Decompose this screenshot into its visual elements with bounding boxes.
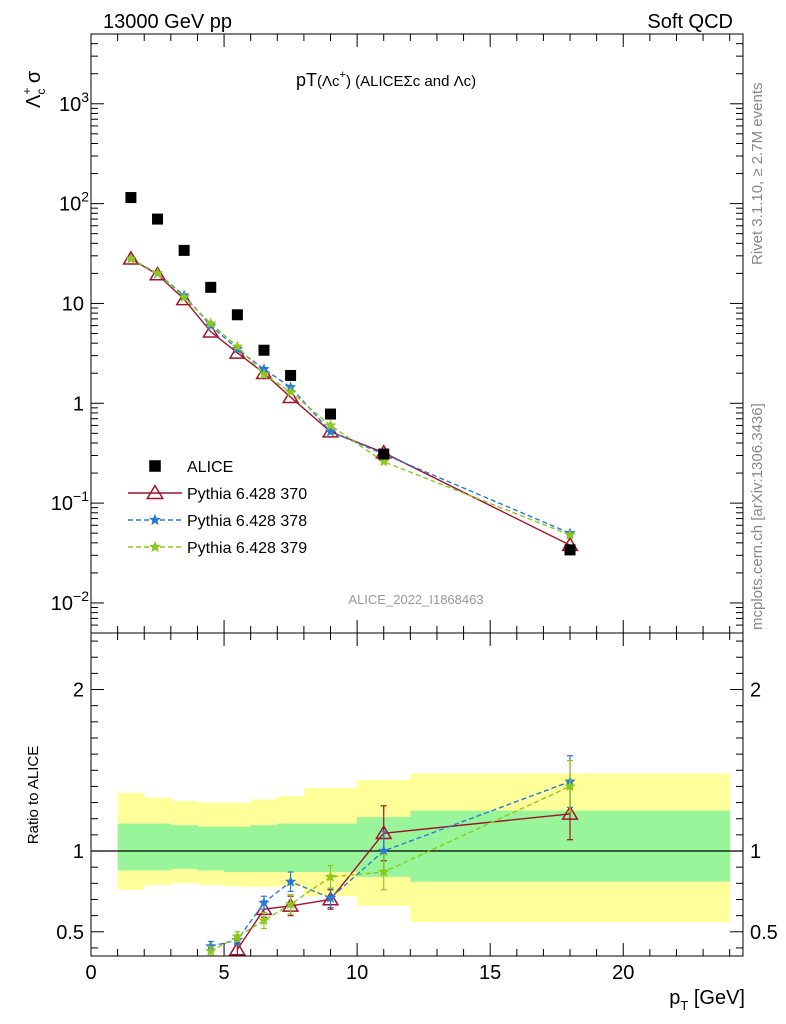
main-point	[231, 340, 244, 352]
main-y-axis-label: Λ+c σ	[20, 70, 48, 108]
main-y-tick-label: 10−2	[51, 588, 89, 615]
x-tick-label: 10	[346, 962, 368, 984]
ratio-point	[561, 805, 579, 820]
main-point	[325, 408, 337, 420]
ratio-point	[284, 898, 297, 910]
main-y-tick-label: 10	[62, 293, 84, 315]
ratio-point	[228, 941, 247, 956]
main-point	[564, 528, 576, 540]
ratio-band-inner	[277, 823, 305, 873]
side-label-bottom: mcplots.cern.ch [arXiv:1306.3436]	[749, 403, 766, 630]
ratio-point	[324, 891, 337, 903]
main-y-tick-label: 10−1	[51, 488, 89, 515]
ratio-frame	[90, 632, 744, 957]
ratio-band-inner	[117, 823, 145, 871]
ratio-point	[205, 945, 217, 956]
ratio-point	[564, 780, 576, 792]
ratio-y-tick-label: 1	[73, 841, 84, 863]
main-point	[378, 455, 390, 467]
main-y-tick-label: 103	[59, 89, 89, 116]
ratio-point	[258, 896, 270, 908]
legend-label: Pythia 6.428 378	[187, 513, 307, 530]
main-title: pT(Λc+) (ALICEΣc and Λc)	[296, 69, 476, 90]
x-tick-label: 15	[479, 962, 501, 984]
main-point	[148, 266, 167, 281]
ratio-band-inner	[197, 826, 225, 871]
x-tick-label: 5	[218, 962, 229, 984]
ratio-y-axis-label: Ratio to ALICE	[25, 746, 42, 844]
ratio-y-tick-label-right: 1	[750, 841, 761, 863]
ratio-y-tick-label-right: 2	[750, 680, 761, 702]
legend-marker	[149, 513, 161, 526]
ratio-band-inner	[303, 823, 358, 873]
legend-marker	[149, 460, 161, 472]
ratio-point	[324, 870, 337, 882]
main-point	[125, 252, 137, 264]
main-plot: 10−2 10−1 1 10 102 103 ALICE Pythia 6.428 370 Py…	[51, 33, 744, 634]
main-point	[281, 388, 300, 404]
ratio-band-inner	[170, 825, 198, 869]
main-point	[258, 368, 270, 380]
x-tick-label: 0	[85, 962, 96, 984]
main-point	[258, 344, 270, 356]
main-y-tick-label: 102	[59, 189, 89, 216]
main-point	[231, 309, 243, 321]
main-point	[378, 448, 390, 460]
main-point	[175, 290, 193, 306]
main-series-line	[130, 258, 571, 546]
ratio-point	[378, 866, 390, 877]
ratio-point	[378, 845, 390, 856]
main-y-tick-label: 1	[73, 393, 84, 415]
legend-label: Pythia 6.428 370	[187, 486, 307, 503]
main-point	[178, 291, 190, 303]
ratio-point	[231, 930, 244, 942]
ratio-point	[284, 875, 297, 887]
header-right: Soft QCD	[647, 11, 733, 33]
main-series-line	[130, 258, 571, 536]
x-axis-label: pT [GeV]	[669, 987, 745, 1013]
ratio-y-tick-label: 2	[73, 680, 84, 702]
main-point	[324, 419, 337, 431]
legend-label: ALICE	[187, 459, 233, 476]
ratio-band-inner	[144, 823, 172, 871]
main-point	[285, 369, 297, 381]
ratio-series-line	[236, 813, 571, 950]
main-point	[152, 213, 164, 225]
ratio-point	[258, 914, 270, 926]
x-tick-label: 20	[612, 962, 634, 984]
ratio-y-tick-label-right: 0.5	[750, 922, 778, 944]
ratio-series-group	[205, 755, 579, 956]
watermark: ALICE_2022_I1868463	[348, 592, 483, 607]
legend-label: Pythia 6.428 379	[187, 540, 307, 557]
main-point	[178, 244, 190, 256]
main-point	[284, 385, 297, 397]
legend-marker	[149, 540, 161, 553]
main-point	[202, 323, 220, 338]
header-left: 13000 GeV pp	[103, 11, 232, 33]
main-point	[205, 281, 217, 293]
main-point	[564, 544, 576, 556]
side-label-top: Rivet 3.1.10, ≥ 2.7M events	[749, 83, 766, 266]
main-point	[324, 425, 337, 437]
main-point	[125, 192, 137, 204]
ratio-plot: 0.5 0.51 12 20 5 10 15 20	[56, 632, 778, 984]
main-point	[151, 267, 164, 279]
main-point	[205, 317, 217, 329]
ratio-y-tick-label: 0.5	[56, 922, 84, 944]
ratio-band-inner	[224, 826, 252, 873]
ratio-band-inner	[250, 825, 278, 873]
svg-text:Λ+c σ: Λ+c σ	[20, 70, 48, 108]
legend-marker	[145, 484, 165, 500]
